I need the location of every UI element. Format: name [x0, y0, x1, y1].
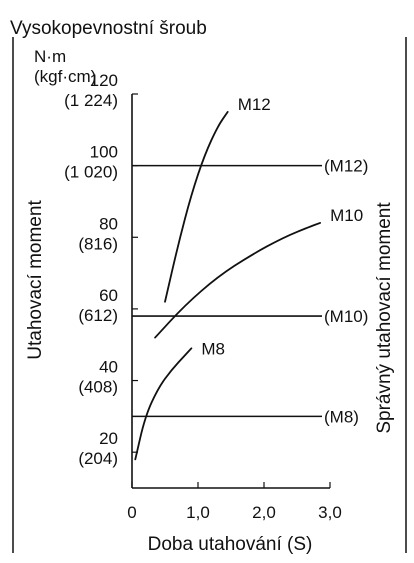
y-tick-label-120: 120 [90, 71, 118, 90]
x-tick-label-1,0: 1,0 [186, 503, 210, 522]
y-tick-sublabel-100: (1 020) [64, 163, 118, 182]
series-label-m12: M12 [238, 95, 271, 114]
series-line-m10 [154, 222, 321, 339]
y-tick-label-60: 60 [99, 286, 118, 305]
y-tick-label-40: 40 [99, 358, 118, 377]
series-line-m12 [164, 111, 229, 303]
y-tick-sublabel-80: (816) [78, 234, 118, 253]
x-tick-label-3,0: 3,0 [318, 503, 342, 522]
y-tick-sublabel-40: (408) [78, 378, 118, 397]
x-tick-label-0: 0 [127, 503, 136, 522]
unit-line-2: (kgf·cm) [34, 67, 96, 86]
y-tick-label-100: 100 [90, 143, 118, 162]
y-tick-sublabel-60: (612) [78, 306, 118, 325]
right-side-label: Správný utahovací moment [374, 202, 395, 434]
series-label-m10: M10 [330, 206, 363, 225]
y-tick-label-20: 20 [99, 429, 118, 448]
correct-torque-label-m8: (M8) [324, 407, 359, 426]
unit-line-1: N·m [34, 47, 66, 66]
correct-torque-label-m12: (M12) [324, 157, 368, 176]
plot-layer: 120(1 224) 100(1 020) 80(816) 60(612) 40(408… [64, 71, 368, 522]
y-tick-sublabel-20: (204) [78, 449, 118, 468]
x-axis-label: Doba utahování (S) [148, 534, 313, 555]
chart-title: Vysokopevnostní šroub [10, 18, 207, 39]
correct-torque-label-m10: (M10) [324, 307, 368, 326]
y-axis-label: Utahovací moment [25, 200, 46, 360]
series-label-m8: M8 [201, 339, 225, 358]
y-tick-sublabel-120: (1 224) [64, 91, 118, 110]
y-tick-label-80: 80 [99, 214, 118, 233]
x-tick-label-2,0: 2,0 [252, 503, 276, 522]
series-line-m8 [134, 347, 193, 461]
